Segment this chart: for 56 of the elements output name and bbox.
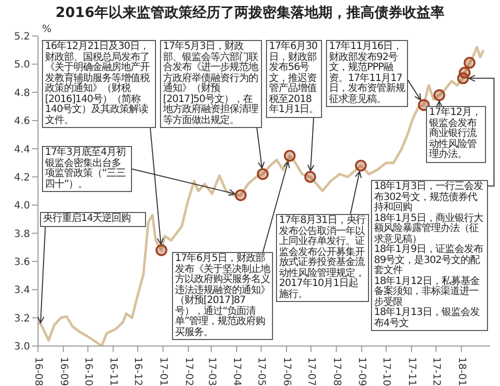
annotation: 18年1月9日，证监会发布89号文，是302号文的配套文件	[374, 244, 484, 276]
annotation: 17年8月31日，央行发布公告取消一年以上同业存单发行。证监会发布公开募集开放式证券投资基金流动性风险管理规定，2017年10月1日起施行。	[276, 214, 369, 302]
y-tick-label: 4.8	[14, 88, 30, 99]
x-tick-label: 16-08	[32, 357, 44, 386]
point	[433, 89, 446, 102]
point	[464, 56, 476, 69]
x-tick-label: 18-01	[456, 357, 467, 386]
annotation: 16年12月21日及30日，财政部、国税总局发布了《关于明确金融房地产开发教育辅助服务等增值税政策的通知》（财税[2016]140号）（简称140号文）及其政策解读文件。	[42, 40, 156, 128]
x-tick-label: 17-03	[206, 357, 217, 386]
y-tick-label: 3.0	[14, 342, 30, 353]
x-tick-label: 17-09	[356, 357, 368, 386]
point	[234, 189, 247, 202]
annotation: 18年1月13日，银监会发布4号文	[374, 307, 480, 329]
x-tick-label: 16-12	[132, 357, 144, 386]
x-tick-label: 17-11	[406, 357, 418, 386]
x-tick-label: 16-09	[58, 357, 69, 386]
x-tick-label: 17-06	[280, 357, 292, 386]
x-tick-label: 17-02	[182, 357, 194, 386]
x-tick-label: 16-10	[82, 357, 94, 386]
y-tick-label: 4.2	[14, 172, 30, 184]
annotation: 央行重启14天逆回购	[40, 212, 146, 226]
y-tick-label: 5.2	[14, 32, 30, 43]
point	[256, 168, 269, 180]
x-tick-label: 16-11	[108, 357, 119, 386]
annotation: 18年1月12日，私募基金备案须知，非标渠道进一步受限	[374, 276, 480, 308]
annotation: 18年1月5日，商业银行大额风险暴露管理办法（征求意见稿）	[374, 212, 483, 244]
point	[354, 160, 367, 172]
point	[304, 171, 316, 183]
y-tick-label: 4.4	[14, 144, 30, 156]
y-tick-label: 4.0	[14, 200, 30, 212]
annotation: 17年6月30日，财政部发布56号文，推迟资管产品增值税至2018年1月1日。	[266, 40, 322, 118]
x-tick-label: 17-12	[430, 357, 442, 386]
chart-title: 2016年以来监管政策经历了两拨密集落地期，推高债券收益率	[54, 4, 446, 22]
y-tick-label: 3.2	[14, 313, 30, 324]
x-tick-label: 17-10	[380, 357, 392, 386]
y-tick-label: 3.8	[14, 228, 30, 240]
x-tick-label: 17-07	[306, 357, 316, 386]
x-tick-label: 17-08	[330, 357, 342, 386]
point	[458, 66, 471, 79]
annotation: 17年11月16日，财政部发布92号文，规范PPP融资。17年11月17日，发布资管新规征求意见稿。	[326, 40, 408, 107]
annotation: 17年5月3日，财政部、银监会等六部门联合发布《进一步规范地方政府举债融资行为的通知》（财预[2017]50号文），在地方政府融资担保清理等方面做出规定。	[160, 40, 262, 128]
point	[284, 150, 296, 162]
annotation: 17年12月，银监会发布商业银行流动性风险管理办法。	[426, 106, 486, 162]
point	[156, 244, 168, 256]
annotation: 17年6月5日，财政部发布《关于坚决制止地方以政府购买服务名义违法违规融资的通知》（财预[2017]87号），通过“负面清单”管理，规范政府购买服务。	[172, 252, 273, 340]
x-tick-label: 17-05	[256, 357, 267, 386]
x-tick-label: 17-04	[231, 357, 242, 386]
x-tick-label: 17-01	[158, 357, 169, 386]
y-tick-label: 4.6	[14, 116, 30, 128]
y-tick-label: 3.4	[14, 285, 30, 296]
annotation: 18年1月3日，一行三会发布302号文，规范债券代持和回购	[374, 181, 484, 213]
point	[418, 99, 430, 111]
annotation: 17年3月底至4月初银监会密集出台多项监管政策（“三三四十”）。	[42, 146, 132, 192]
y-tick-label: 3.6	[14, 257, 30, 268]
y-tick-label: 5.0	[14, 60, 30, 71]
y-axis-title: %	[42, 24, 52, 35]
